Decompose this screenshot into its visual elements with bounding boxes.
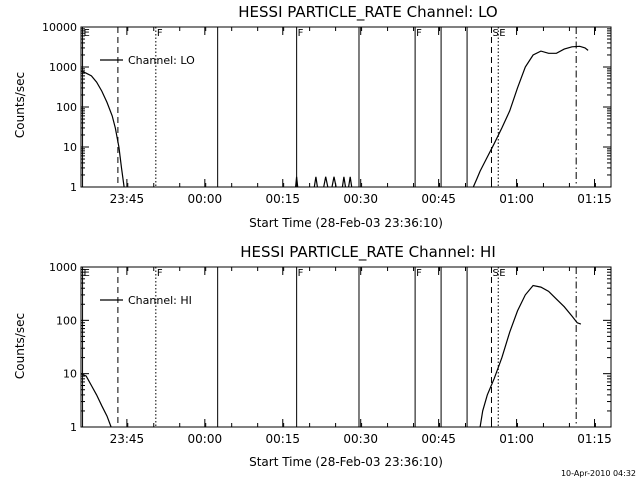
lo-chart-title: HESSI PARTICLE_RATE Channel: LO	[238, 3, 497, 22]
hi-x-tick-label: 00:45	[421, 432, 456, 446]
lo-y-tick-label: 10	[63, 141, 77, 154]
hi-series-line	[80, 373, 112, 428]
hi-event-marker-label: E	[84, 268, 90, 279]
lo-x-tick-label: 00:15	[265, 192, 300, 206]
hi-y-tick-label: 10	[63, 368, 77, 381]
hi-x-tick-label: 23:45	[110, 432, 145, 446]
hi-x-axis-label: Start Time (28-Feb-03 23:36:10)	[249, 455, 443, 469]
hi-chart-title: HESSI PARTICLE_RATE Channel: HI	[240, 243, 496, 262]
lo-plot-frame	[80, 26, 612, 188]
hi-legend-label: Channel: HI	[128, 294, 192, 307]
lo-y-tick-label: 10000	[42, 21, 77, 34]
hi-event-marker-label: F	[298, 268, 304, 279]
lo-series-line	[348, 176, 353, 188]
lo-event-marker-label: F	[416, 28, 422, 39]
hi-event-marker-label: F	[416, 268, 422, 279]
lo-series-line	[323, 176, 329, 188]
lo-series-line	[341, 176, 347, 188]
lo-x-tick-label: 00:00	[188, 192, 223, 206]
lo-series-line	[472, 45, 589, 188]
lo-event-marker-label: E	[84, 28, 90, 39]
hi-x-tick-label: 01:00	[499, 432, 534, 446]
lo-legend-label: Channel: LO	[128, 54, 195, 67]
hi-y-tick-label: 1000	[49, 261, 77, 274]
lo-series-line	[80, 70, 125, 188]
hi-x-tick-label: 00:30	[343, 432, 378, 446]
lo-channel-panel: HESSI PARTICLE_RATE Channel: LO Counts/s…	[13, 3, 612, 230]
lo-x-tick-label: 23:45	[110, 192, 145, 206]
hi-series-line	[479, 284, 582, 428]
lo-series-line	[295, 176, 299, 188]
lo-y-tick-label: 1000	[49, 61, 77, 74]
lo-y-tick-label: 100	[56, 101, 77, 114]
lo-x-tick-label: 01:15	[577, 192, 612, 206]
hi-event-marker-label: E	[499, 268, 505, 279]
lo-series-line	[331, 176, 337, 188]
generation-timestamp: 10-Apr-2010 04:32	[561, 469, 636, 478]
lo-event-marker-label: S	[492, 28, 498, 39]
hi-plot-frame	[80, 266, 612, 428]
lo-x-tick-label: 00:30	[343, 192, 378, 206]
lo-x-axis-label: Start Time (28-Feb-03 23:36:10)	[249, 216, 443, 230]
hi-event-marker-label: F	[157, 268, 163, 279]
lo-event-marker-label: F	[298, 28, 304, 39]
hi-y-axis-label: Counts/sec	[13, 313, 27, 379]
lo-series-line	[313, 176, 318, 188]
hi-y-tick-label: 1	[70, 421, 77, 434]
lo-event-marker-label: F	[157, 28, 163, 39]
hi-channel-panel: HESSI PARTICLE_RATE Channel: HI Counts/s…	[13, 243, 612, 469]
lo-event-marker-label: E	[499, 28, 505, 39]
hi-x-tick-label: 00:00	[188, 432, 223, 446]
hi-y-tick-label: 100	[56, 314, 77, 327]
lo-y-axis-label: Counts/sec	[13, 72, 27, 138]
lo-x-tick-label: 00:45	[421, 192, 456, 206]
hi-x-tick-label: 01:15	[577, 432, 612, 446]
hi-x-tick-label: 00:15	[265, 432, 300, 446]
hi-event-marker-label: S	[492, 268, 498, 279]
lo-x-tick-label: 01:00	[499, 192, 534, 206]
lo-y-tick-label: 1	[70, 181, 77, 194]
